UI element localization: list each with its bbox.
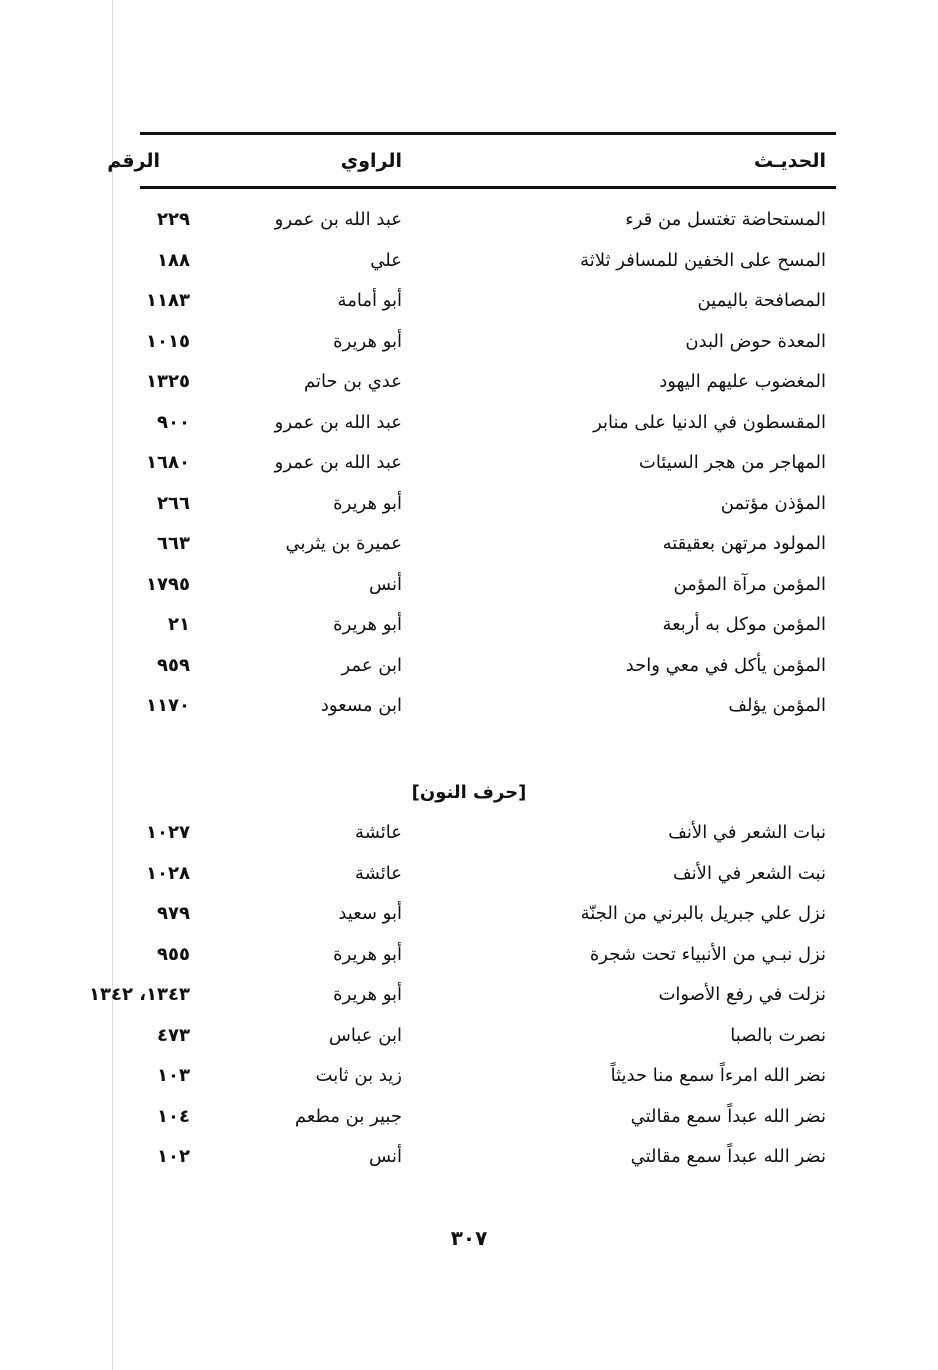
table-row: المؤمن يؤلف ابن مسعود ١١٧٠ (140, 687, 836, 727)
narrator-text: ابن عباس (328, 1024, 402, 1046)
section-title: [حرف النون] (411, 782, 527, 803)
table-row: نضر الله عبداً سمع مقالتي أنس ١٠٢ (140, 1138, 836, 1178)
hadith-number: ٢٢٩ (157, 209, 190, 230)
hadith-number: ١١٨٣ (146, 290, 190, 311)
table-row: نزلت في رفع الأصوات أبو هريرة ١٣٤٣، ١٣٤٢ (89, 976, 836, 1016)
hadith-text: المستحاضة تغتسل من قرء (625, 209, 826, 230)
narrator-text: أبو سعيد (338, 903, 402, 924)
header-hadith: الحديـث (753, 150, 826, 172)
hadith-number: ٩٧٩ (157, 903, 190, 924)
table-row: نضر الله عبداً سمع مقالتي جبير بن مطعم ١٠٤ (140, 1098, 836, 1138)
table-row: نزل نبـي من الأنبياء تحت شجرة أبو هريرة ٩٥… (140, 936, 836, 976)
table-row: المهاجر من هجر السيئات عبد الله بن عمرو ١٦… (140, 444, 836, 484)
narrator-text: ابن عمر (341, 654, 402, 676)
table-header: الحديـث الراوي الرقم (107, 142, 836, 182)
hadith-number: ٩٠٠ (157, 411, 190, 433)
hadith-number: ١٠٤ (157, 1105, 190, 1127)
table-row: نضر الله امرءاً سمع منا حديثاً زيد بن ثاب… (140, 1057, 836, 1097)
page-number: ٣٠٧ (450, 1226, 488, 1250)
hadith-number: ١١٧٠ (146, 695, 190, 716)
hadith-text: نبت الشعر في الأنف (673, 862, 826, 884)
table-row: المصافحة باليمين أبو أمامة ١١٨٣ (140, 282, 836, 322)
hadith-text: المؤمن موكل به أربعة (662, 614, 826, 635)
narrator-text: عبد الله بن عمرو (274, 209, 402, 230)
hadith-number: ٦٦٣ (157, 533, 190, 554)
table-row: المغضوب عليهم اليهود عدي بن حاتم ١٣٢٥ (140, 363, 836, 403)
hadith-text: المؤذن مؤتمن (720, 492, 826, 514)
table-row: المؤمن يأكل في معي واحد ابن عمر ٩٥٩ (140, 647, 836, 687)
hadith-text: المولود مرتهن بعقيقته (662, 533, 826, 554)
table-row: نصرت بالصبا ابن عباس ٤٧٣ (140, 1017, 836, 1057)
hadith-text: نزل علي جبريل بالبرني من الجنّة (580, 903, 826, 924)
hadith-text: المؤمن يأكل في معي واحد (625, 654, 826, 676)
hadith-text: المقسطون في الدنيا على منابر (593, 411, 826, 433)
hadith-number: ١٣٤٣، ١٣٤٢ (88, 984, 190, 1005)
table-row: المولود مرتهن بعقيقته عميرة بن يثربي ٦٦٣ (140, 525, 836, 565)
narrator-text: أبو هريرة (333, 984, 402, 1005)
table-row: المؤمن موكل به أربعة أبو هريرة ٢١ (140, 606, 836, 646)
hadith-text: نضر الله عبداً سمع مقالتي (630, 1146, 826, 1167)
table-row: نبت الشعر في الأنف عائشة ١٠٢٨ (140, 855, 836, 895)
hadith-number: ١٠٢٨ (146, 862, 190, 884)
header-bottom-rule (140, 186, 836, 189)
hadith-text: نزل نبـي من الأنبياء تحت شجرة (589, 943, 826, 965)
narrator-text: ابن مسعود (320, 695, 402, 716)
hadith-number: ١٣٢٥ (146, 371, 190, 392)
header-number: الرقم (107, 150, 160, 172)
hadith-text: نضر الله عبداً سمع مقالتي (630, 1105, 826, 1127)
hadith-text: المعدة حوض البدن (685, 330, 826, 352)
hadith-number: ٢١ (168, 614, 190, 635)
hadith-number: ١٠٣ (157, 1065, 190, 1086)
table-row: المؤذن مؤتمن أبو هريرة ٢٦٦ (140, 485, 836, 525)
hadith-number: ١٧٩٥ (146, 573, 190, 595)
narrator-text: أبو هريرة (333, 330, 402, 352)
narrator-text: أبو أمامة (337, 290, 402, 311)
hadith-text: المؤمن مرآة المؤمن (673, 573, 826, 595)
narrator-text: عبد الله بن عمرو (274, 411, 402, 433)
table-row: المستحاضة تغتسل من قرء عبد الله بن عمرو ٢٢… (140, 201, 836, 241)
table-row: المسح على الخفين للمسافر ثلاثة علي ١٨٨ (140, 242, 836, 282)
header-top-rule (140, 132, 836, 135)
narrator-text: جبير بن مطعم (294, 1105, 402, 1127)
narrator-text: أبو هريرة (333, 943, 402, 965)
narrator-text: زيد بن ثابت (315, 1065, 402, 1086)
hadith-number: ١٠١٥ (146, 330, 190, 352)
hadith-number: ١٠٢ (157, 1146, 190, 1167)
narrator-text: عميرة بن يثربي (285, 533, 402, 554)
hadith-text: المؤمن يؤلف (728, 695, 826, 716)
narrator-text: عبد الله بن عمرو (274, 452, 402, 473)
narrator-text: عدي بن حاتم (303, 371, 402, 392)
narrator-text: أنس (369, 1146, 402, 1167)
narrator-text: علي (370, 249, 402, 271)
header-narrator: الراوي (340, 150, 402, 172)
hadith-text: نصرت بالصبا (730, 1024, 826, 1046)
hadith-number: ١٦٨٠ (146, 452, 190, 473)
hadith-text: نبات الشعر في الأنف (668, 822, 826, 843)
narrator-text: عائشة (355, 862, 402, 884)
hadith-number: ٢٦٦ (157, 492, 190, 514)
hadith-text: المهاجر من هجر السيئات (638, 452, 826, 473)
hadith-text: المسح على الخفين للمسافر ثلاثة (580, 249, 826, 271)
hadith-text: المغضوب عليهم اليهود (659, 371, 826, 392)
page-margin-line (112, 0, 113, 1370)
narrator-text: عائشة (355, 822, 402, 843)
hadith-number: ٤٧٣ (157, 1024, 190, 1046)
table-row: المقسطون في الدنيا على منابر عبد الله بن … (140, 404, 836, 444)
hadith-number: ١٨٨ (157, 249, 190, 271)
hadith-text: المصافحة باليمين (697, 290, 826, 311)
table-row: نزل علي جبريل بالبرني من الجنّة أبو سعيد ٩… (140, 895, 836, 935)
hadith-number: ٩٥٥ (157, 943, 190, 965)
hadith-number: ١٠٢٧ (146, 822, 190, 843)
narrator-text: أبو هريرة (333, 614, 402, 635)
narrator-text: أنس (369, 573, 402, 595)
narrator-text: أبو هريرة (333, 492, 402, 514)
table-row: المعدة حوض البدن أبو هريرة ١٠١٥ (140, 323, 836, 363)
table-row: المؤمن مرآة المؤمن أنس ١٧٩٥ (140, 566, 836, 606)
hadith-text: نزلت في رفع الأصوات (658, 984, 826, 1005)
hadith-text: نضر الله امرءاً سمع منا حديثاً (610, 1065, 826, 1086)
hadith-number: ٩٥٩ (157, 654, 190, 676)
table-row: نبات الشعر في الأنف عائشة ١٠٢٧ (140, 814, 836, 854)
